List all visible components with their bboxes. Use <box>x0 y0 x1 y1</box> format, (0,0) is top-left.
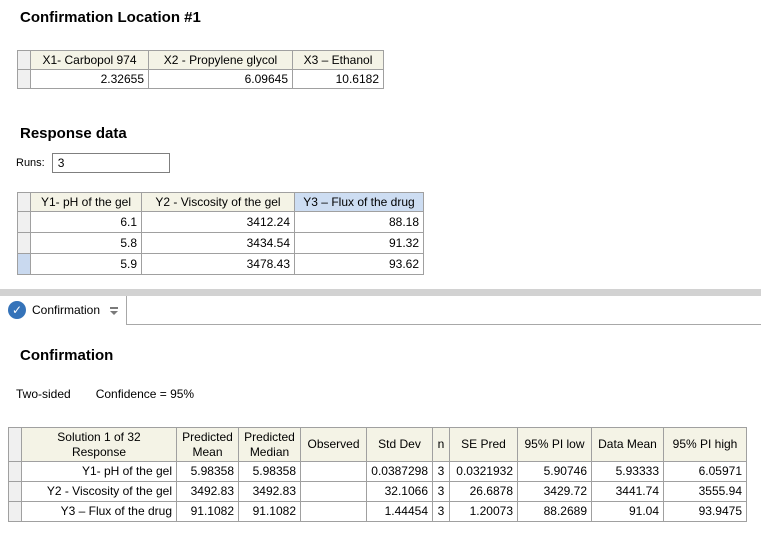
factors-col-x1[interactable]: X1- Carbopol 974 <box>30 50 149 70</box>
confirmation-header-row: Solution 1 of 32 Response Predicted Mean… <box>8 427 747 462</box>
row-selector[interactable] <box>17 69 31 89</box>
cell-data-mean: 3441.74 <box>591 481 664 502</box>
cell-predicted-median: 91.1082 <box>238 501 301 522</box>
tab-label: Confirmation <box>32 303 101 317</box>
select-all-corner[interactable] <box>17 50 31 70</box>
cell-x3-value[interactable]: 10.6182 <box>292 69 384 89</box>
cell-observed <box>300 481 367 502</box>
cell-pi-high: 3555.94 <box>663 481 747 502</box>
page-title: Confirmation Location #1 <box>20 9 201 26</box>
col-predicted-median[interactable]: Predicted Median <box>238 427 301 462</box>
cell-se-pred: 1.20073 <box>449 501 518 522</box>
col-std-dev[interactable]: Std Dev <box>366 427 433 462</box>
table-row: 5.9 3478.43 93.62 <box>17 253 424 275</box>
response-header-row: Y1- pH of the gel Y2 - Viscosity of the … <box>17 192 424 212</box>
response-col-y3-selected[interactable]: Y3 – Flux of the drug <box>294 192 424 212</box>
confirmation-table: Solution 1 of 32 Response Predicted Mean… <box>8 427 747 522</box>
cell-y1-run2[interactable]: 5.8 <box>30 232 142 254</box>
cell-predicted-median: 5.98358 <box>238 461 301 482</box>
cell-y2-run2[interactable]: 3434.54 <box>141 232 295 254</box>
cell-data-mean: 91.04 <box>591 501 664 522</box>
col-data-mean[interactable]: Data Mean <box>591 427 664 462</box>
row-selector[interactable] <box>17 232 31 254</box>
cell-std-dev: 32.1066 <box>366 481 433 502</box>
confidence-label: Confidence = 95% <box>95 387 195 401</box>
col-solution-response[interactable]: Solution 1 of 32 Response <box>21 427 177 462</box>
cell-data-mean: 5.93333 <box>591 461 664 482</box>
menu-chevron-icon[interactable] <box>110 305 119 315</box>
cell-pi-high: 6.05971 <box>663 461 747 482</box>
runs-row: Runs: <box>16 153 761 173</box>
cell-observed <box>300 501 367 522</box>
cell-y3-run2[interactable]: 91.32 <box>294 232 424 254</box>
cell-observed <box>300 461 367 482</box>
cell-x1-value[interactable]: 2.32655 <box>30 69 149 89</box>
test-type-label: Two-sided <box>16 387 71 401</box>
cell-response: Y3 – Flux of the drug <box>21 501 177 522</box>
check-circle-icon: ✓ <box>8 301 26 319</box>
cell-y1-run3[interactable]: 5.9 <box>30 253 142 275</box>
table-row: 5.8 3434.54 91.32 <box>17 232 424 254</box>
table-row: Y3 – Flux of the drug 91.1082 91.1082 1.… <box>8 501 747 522</box>
response-table: Y1- pH of the gel Y2 - Viscosity of the … <box>17 192 424 275</box>
tab-rule-line <box>127 324 761 325</box>
factors-header-row: X1- Carbopol 974 X2 - Propylene glycol X… <box>17 50 384 70</box>
col-pi-low[interactable]: 95% PI low <box>517 427 592 462</box>
factors-col-x3[interactable]: X3 – Ethanol <box>292 50 384 70</box>
row-selector[interactable] <box>8 461 22 482</box>
runs-input[interactable] <box>51 153 170 173</box>
confirmation-tab-bar: ✓ Confirmation <box>0 296 761 325</box>
confirmation-meta: Two-sided Confidence = 95% <box>16 387 761 401</box>
cell-n: 3 <box>432 461 450 482</box>
col-n[interactable]: n <box>432 427 450 462</box>
cell-n: 3 <box>432 501 450 522</box>
table-row: 6.1 3412.24 88.18 <box>17 211 424 233</box>
cell-std-dev: 0.0387298 <box>366 461 433 482</box>
cell-predicted-mean: 3492.83 <box>176 481 239 502</box>
col-se-pred[interactable]: SE Pred <box>449 427 518 462</box>
row-selector[interactable] <box>8 501 22 522</box>
section-divider <box>0 289 761 296</box>
cell-y2-run1[interactable]: 3412.24 <box>141 211 295 233</box>
row-selector[interactable] <box>8 481 22 502</box>
table-row: Y2 - Viscosity of the gel 3492.83 3492.8… <box>8 481 747 502</box>
cell-y3-run1[interactable]: 88.18 <box>294 211 424 233</box>
cell-y2-run3[interactable]: 3478.43 <box>141 253 295 275</box>
cell-pi-high: 93.9475 <box>663 501 747 522</box>
cell-pi-low: 5.90746 <box>517 461 592 482</box>
select-all-corner[interactable] <box>8 427 22 462</box>
cell-se-pred: 26.6878 <box>449 481 518 502</box>
cell-y3-run3[interactable]: 93.62 <box>294 253 424 275</box>
cell-predicted-mean: 91.1082 <box>176 501 239 522</box>
cell-n: 3 <box>432 481 450 502</box>
response-data-heading: Response data <box>20 125 127 142</box>
cell-std-dev: 1.44454 <box>366 501 433 522</box>
row-selector-selected[interactable] <box>17 253 31 275</box>
cell-se-pred: 0.0321932 <box>449 461 518 482</box>
runs-label: Runs: <box>16 157 45 169</box>
cell-pi-low: 3429.72 <box>517 481 592 502</box>
response-col-y2[interactable]: Y2 - Viscosity of the gel <box>141 192 295 212</box>
cell-y1-run1[interactable]: 6.1 <box>30 211 142 233</box>
cell-predicted-mean: 5.98358 <box>176 461 239 482</box>
response-col-y1[interactable]: Y1- pH of the gel <box>30 192 142 212</box>
table-row: 2.32655 6.09645 10.6182 <box>17 69 384 89</box>
cell-response: Y1- pH of the gel <box>21 461 177 482</box>
col-predicted-mean[interactable]: Predicted Mean <box>176 427 239 462</box>
cell-response: Y2 - Viscosity of the gel <box>21 481 177 502</box>
table-row: Y1- pH of the gel 5.98358 5.98358 0.0387… <box>8 461 747 482</box>
tab-confirmation[interactable]: ✓ Confirmation <box>0 296 128 325</box>
cell-pi-low: 88.2689 <box>517 501 592 522</box>
cell-predicted-median: 3492.83 <box>238 481 301 502</box>
select-all-corner[interactable] <box>17 192 31 212</box>
confirmation-heading: Confirmation <box>20 347 114 364</box>
factors-table: X1- Carbopol 974 X2 - Propylene glycol X… <box>17 50 384 89</box>
row-selector[interactable] <box>17 211 31 233</box>
cell-x2-value[interactable]: 6.09645 <box>148 69 293 89</box>
col-pi-high[interactable]: 95% PI high <box>663 427 747 462</box>
factors-col-x2[interactable]: X2 - Propylene glycol <box>148 50 293 70</box>
col-observed[interactable]: Observed <box>300 427 367 462</box>
